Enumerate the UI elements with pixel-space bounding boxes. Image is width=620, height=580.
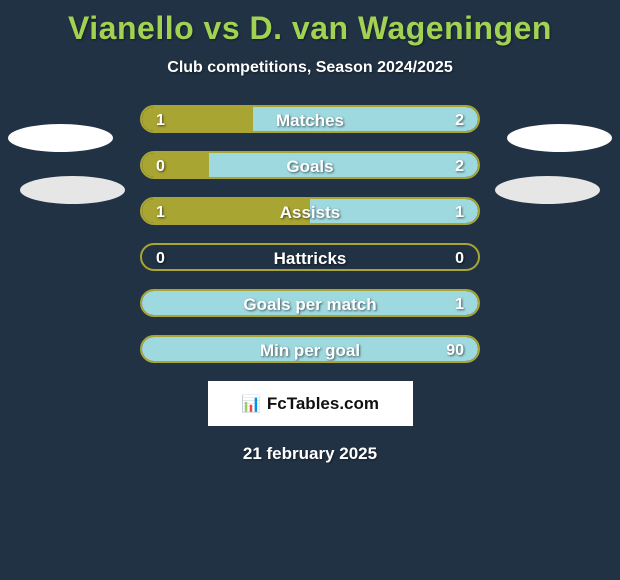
stat-value-right: 2 [455,107,464,133]
infographic-container: Vianello vs D. van Wageningen Club compe… [0,0,620,580]
right-badge-ellipse [507,124,612,152]
stat-value-right: 1 [455,291,464,317]
stat-row: 0Hattricks0 [140,243,480,271]
stat-label: Assists [142,199,478,225]
stat-value-right: 90 [446,337,464,363]
date-text: 21 february 2025 [0,444,620,464]
chart-icon: 📊 [241,394,261,414]
stat-label: Hattricks [142,245,478,271]
stat-row: 0Goals2 [140,151,480,179]
stat-label: Goals [142,153,478,179]
stat-label: Goals per match [142,291,478,317]
stat-row: Goals per match1 [140,289,480,317]
stat-label: Matches [142,107,478,133]
stat-row: 1Matches2 [140,105,480,133]
page-title: Vianello vs D. van Wageningen [0,10,620,47]
left-badge-ellipse [20,176,125,204]
stat-value-right: 0 [455,245,464,271]
page-subtitle: Club competitions, Season 2024/2025 [0,59,620,77]
source-badge: 📊 FcTables.com [208,381,413,426]
stat-row: Min per goal90 [140,335,480,363]
stat-row: 1Assists1 [140,197,480,225]
right-badge-ellipse [495,176,600,204]
stat-value-right: 1 [455,199,464,225]
source-badge-text: FcTables.com [267,394,379,414]
left-badge-ellipse [8,124,113,152]
stat-value-right: 2 [455,153,464,179]
stat-label: Min per goal [142,337,478,363]
